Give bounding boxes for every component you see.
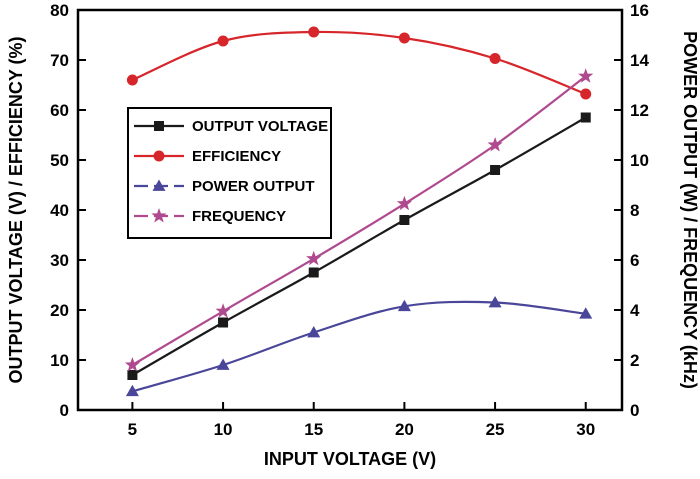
y-axis-right-title: POWER OUTPUT (W) / FREQUENCY (kHz) <box>680 31 700 389</box>
data-point-frequency <box>124 357 140 372</box>
data-point-efficiency <box>489 53 501 64</box>
series-frequency <box>124 68 594 372</box>
legend-marker-output-voltage <box>154 121 164 131</box>
legend-marker-power-output <box>152 179 166 191</box>
legend-label-frequency: FREQUENCY <box>192 208 286 225</box>
x-tick-label: 10 <box>214 420 233 439</box>
data-point-power-output <box>488 296 502 308</box>
data-point-frequency <box>578 68 594 83</box>
series-line-efficiency <box>131 30 587 96</box>
y-left-tick-label: 70 <box>50 51 69 70</box>
series-line-frequency <box>131 75 587 366</box>
x-tick-label: 25 <box>486 420 505 439</box>
y-left-tick-label: 30 <box>50 251 69 270</box>
legend-label-output-voltage: OUTPUT VOLTAGE <box>192 118 328 135</box>
x-axis-title: INPUT VOLTAGE (V) <box>264 449 436 469</box>
legend-marker-efficiency <box>153 150 165 162</box>
data-point-power-output <box>125 384 139 397</box>
data-point-output-voltage <box>399 215 410 225</box>
y-left-tick-label: 10 <box>50 351 69 370</box>
series-output-voltage <box>127 112 591 380</box>
x-tick-label: 5 <box>128 420 137 439</box>
y-right-tick-label: 2 <box>630 351 639 370</box>
series-line-output-voltage <box>131 116 587 376</box>
y-right-tick-label: 10 <box>630 151 649 170</box>
series-layer <box>124 26 594 397</box>
data-point-frequency <box>487 137 503 152</box>
y-left-tick-label: 20 <box>50 301 69 320</box>
data-point-output-voltage <box>308 267 319 278</box>
y-right-tick-label: 4 <box>630 301 640 320</box>
x-tick-label: 30 <box>576 420 595 439</box>
y-right-tick-label: 8 <box>630 201 639 220</box>
y-left-tick-label: 80 <box>50 1 69 20</box>
data-point-power-output <box>216 358 230 370</box>
data-point-efficiency <box>308 26 320 38</box>
y-left-tick-label: 0 <box>60 401 69 420</box>
y-right-tick-label: 6 <box>630 251 639 270</box>
data-point-efficiency <box>580 88 592 100</box>
data-point-efficiency <box>126 74 138 86</box>
data-point-efficiency <box>217 35 229 47</box>
data-point-power-output <box>397 299 411 312</box>
y-right-tick-label: 14 <box>630 51 649 70</box>
data-point-efficiency <box>398 32 410 44</box>
data-point-output-voltage <box>580 112 591 123</box>
legend: OUTPUT VOLTAGE EFFICIENCY POWER OUTPUT FREQ… <box>127 107 332 239</box>
data-point-output-voltage <box>218 317 229 328</box>
ticks-layer: 5 10 15 20 25 30 0 10 20 30 40 50 60 70 80 0 2 4 6 8 10 12 14 1… <box>50 1 649 439</box>
legend-marker-frequency <box>151 208 167 223</box>
y-axis-left-title: OUTPUT VOLTAGE (V) / EFFICIENCY (%) <box>6 36 26 383</box>
y-left-tick-label: 50 <box>50 151 69 170</box>
y-right-tick-label: 0 <box>630 401 639 420</box>
x-tick-label: 15 <box>304 420 323 439</box>
data-point-power-output <box>307 326 321 338</box>
y-left-tick-label: 40 <box>50 201 69 220</box>
series-line-power-output <box>132 300 586 393</box>
x-tick-label: 20 <box>395 420 414 439</box>
legend-label-power-output: POWER OUTPUT <box>192 178 315 195</box>
series-efficiency <box>126 26 592 100</box>
y-right-tick-label: 12 <box>630 101 649 120</box>
y-left-tick-label: 60 <box>50 101 69 120</box>
data-point-frequency <box>215 303 231 318</box>
series-power-output <box>125 296 593 397</box>
data-point-output-voltage <box>127 370 138 380</box>
data-point-power-output <box>579 307 593 319</box>
data-point-frequency <box>396 195 412 211</box>
data-point-output-voltage <box>490 165 501 175</box>
data-point-frequency <box>306 250 322 266</box>
y-right-tick-label: 16 <box>630 1 649 20</box>
legend-label-efficiency: EFFICIENCY <box>192 148 281 165</box>
